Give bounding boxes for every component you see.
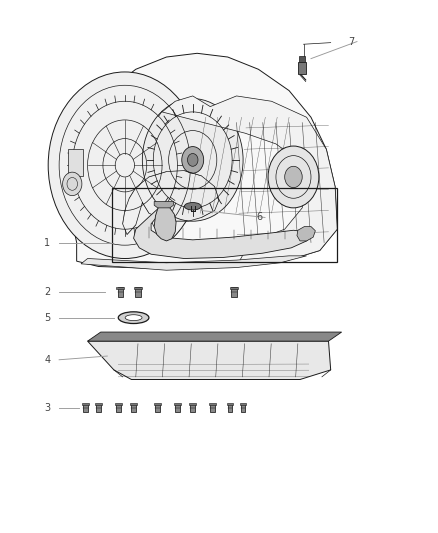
Text: 5: 5: [44, 313, 50, 322]
Polygon shape: [134, 209, 311, 259]
Bar: [240, 403, 247, 406]
Text: 7: 7: [348, 37, 354, 46]
Bar: [190, 403, 195, 412]
Text: 2: 2: [44, 287, 50, 297]
Text: 6: 6: [256, 213, 262, 222]
Bar: [228, 403, 233, 412]
Bar: [117, 287, 124, 289]
Polygon shape: [81, 256, 307, 270]
Bar: [112, 188, 337, 262]
Ellipse shape: [118, 312, 149, 324]
Polygon shape: [88, 341, 331, 379]
Bar: [68, 149, 83, 176]
Bar: [298, 62, 306, 74]
Text: 4: 4: [44, 355, 50, 365]
Circle shape: [63, 172, 82, 196]
Bar: [189, 403, 196, 406]
Bar: [95, 403, 102, 406]
Circle shape: [187, 154, 198, 166]
Bar: [154, 403, 161, 406]
Circle shape: [48, 72, 201, 259]
Circle shape: [268, 146, 319, 208]
Bar: [230, 287, 238, 289]
Text: 3: 3: [44, 403, 50, 413]
Polygon shape: [68, 53, 337, 269]
Ellipse shape: [125, 314, 142, 320]
Circle shape: [182, 147, 204, 173]
Bar: [232, 287, 237, 297]
Ellipse shape: [184, 203, 201, 210]
Circle shape: [142, 99, 243, 221]
Circle shape: [285, 166, 302, 188]
Bar: [299, 56, 305, 62]
Bar: [83, 403, 88, 412]
Bar: [116, 403, 120, 412]
Polygon shape: [297, 227, 315, 241]
Bar: [175, 403, 180, 412]
Polygon shape: [154, 201, 173, 208]
Bar: [96, 403, 101, 412]
Polygon shape: [88, 332, 342, 341]
Bar: [117, 287, 124, 297]
Text: 1: 1: [44, 238, 50, 247]
Bar: [209, 403, 216, 406]
Bar: [131, 403, 136, 412]
Bar: [82, 403, 89, 406]
Bar: [174, 403, 181, 406]
Bar: [226, 403, 233, 406]
Bar: [155, 403, 160, 412]
Bar: [135, 287, 141, 297]
Polygon shape: [154, 205, 176, 241]
Polygon shape: [162, 96, 337, 266]
Bar: [134, 287, 142, 289]
Bar: [130, 403, 137, 406]
Bar: [210, 403, 215, 412]
Bar: [115, 403, 122, 406]
Bar: [241, 403, 246, 412]
